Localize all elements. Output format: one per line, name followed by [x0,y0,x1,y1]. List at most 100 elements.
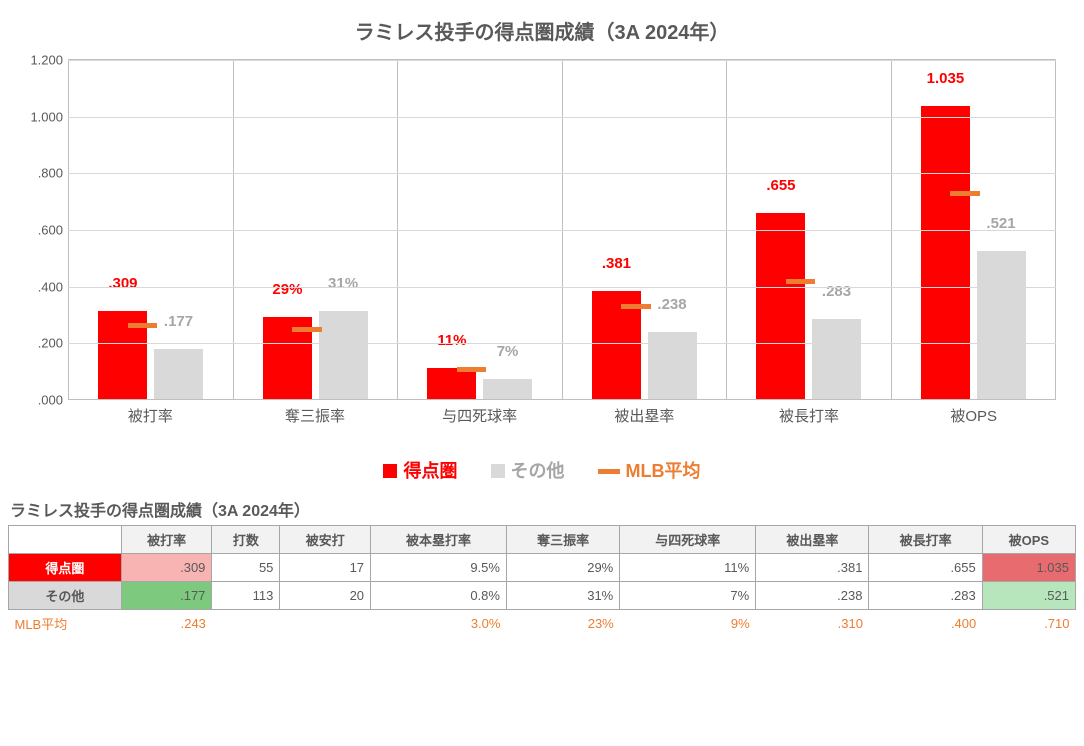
mlb-marker [621,304,650,309]
table-cell: 113 [212,582,280,610]
table-col-header: 奪三振率 [506,526,619,554]
y-tick-label: 1.200 [13,53,63,68]
table-cell: 20 [280,582,371,610]
y-tick-label: .000 [13,393,63,408]
table-cell: 55 [212,554,280,582]
table-cell: 17 [280,554,371,582]
bar-series-2 [319,311,368,399]
table-cell-mlb: .710 [982,610,1075,638]
table-col-header: 与四死球率 [620,526,756,554]
data-label-1: .309 [92,275,154,292]
legend: 得点圏 その他 MLB平均 [8,457,1076,483]
y-tick-label: .400 [13,279,63,294]
bar-series-1 [756,213,805,399]
mlb-marker [950,191,979,196]
table-cell: .238 [756,582,869,610]
legend-series-2: その他 [491,457,565,483]
gridline [68,117,1056,118]
chart-area: .309.17729%31%11%7%.381.238.655.2831.035… [68,59,1056,439]
x-axis-label: 被OPS [891,405,1056,426]
table-cell-mlb: 3.0% [371,610,507,638]
y-tick-label: .800 [13,166,63,181]
table-cell-mlb: 23% [506,610,619,638]
data-label-2: .283 [805,283,867,300]
bar-series-2 [812,319,861,399]
table-row-header: その他 [9,582,122,610]
root: ラミレス投手の得点圏成績（3A 2024年） .309.17729%31%11%… [0,0,1084,645]
table-cell: .309 [121,554,212,582]
table-cell: 1.035 [982,554,1075,582]
y-tick-label: .200 [13,336,63,351]
table-col-header: 被打率 [121,526,212,554]
table-cell: .283 [869,582,982,610]
data-label-1: 11% [421,332,483,349]
legend-series-1: 得点圏 [383,457,457,483]
table-cell: .177 [121,582,212,610]
table-row-header-mlb: MLB平均 [9,610,122,638]
table-corner [9,526,122,554]
legend-label-2: その他 [511,461,565,481]
legend-label-1: 得点圏 [403,461,457,481]
gridline [68,230,1056,231]
table-col-header: 被出塁率 [756,526,869,554]
gridline [68,60,1056,61]
bar-series-2 [648,332,697,399]
chart-title: ラミレス投手の得点圏成績（3A 2024年） [8,16,1076,45]
plot: .309.17729%31%11%7%.381.238.655.2831.035… [68,59,1056,400]
y-tick-label: .600 [13,223,63,238]
bar-series-2 [977,251,1026,399]
mlb-marker [786,279,815,284]
table-cell: 9.5% [371,554,507,582]
data-label-1: .381 [585,255,647,272]
table-row-header: 得点圏 [9,554,122,582]
y-tick-label: 1.000 [13,109,63,124]
data-label-1: .655 [750,177,812,194]
table-cell: 0.8% [371,582,507,610]
table-col-header: 被長打率 [869,526,982,554]
table-cell-mlb [212,610,280,638]
table-cell-mlb: .400 [869,610,982,638]
legend-dash-icon [598,469,620,474]
data-label-1: 29% [256,281,318,298]
legend-label-mlb: MLB平均 [626,461,701,481]
data-label-2: 31% [312,275,374,292]
table-col-header: 被本塁打率 [371,526,507,554]
legend-mlb: MLB平均 [598,457,701,483]
table-cell: 7% [620,582,756,610]
table-cell-mlb [280,610,371,638]
table-cell: .381 [756,554,869,582]
gridline [68,173,1056,174]
table-cell-mlb: .243 [121,610,212,638]
gridline [68,287,1056,288]
stats-table: 被打率打数被安打被本塁打率奪三振率与四死球率被出塁率被長打率被OPS 得点圏.30… [8,525,1076,637]
mlb-marker [457,367,486,372]
bar-series-1 [427,368,476,399]
table-cell: 31% [506,582,619,610]
legend-swatch-1 [383,464,397,478]
x-axis-label: 被打率 [68,405,233,426]
table-col-header: 打数 [212,526,280,554]
bar-series-2 [483,379,532,399]
x-axis-label: 与四死球率 [397,405,562,426]
gridline [68,343,1056,344]
mlb-marker [128,323,157,328]
table-cell: .521 [982,582,1075,610]
table-col-header: 被安打 [280,526,371,554]
table-title: ラミレス投手の得点圏成績（3A 2024年） [10,497,1074,521]
x-axis-label: 奪三振率 [233,405,398,426]
mlb-marker [292,327,321,332]
bar-series-2 [154,349,203,399]
data-label-1: 1.035 [914,70,976,87]
data-label-2: 7% [476,343,538,360]
table-cell-mlb: 9% [620,610,756,638]
table-col-header: 被OPS [982,526,1075,554]
x-axis-label: 被長打率 [727,405,892,426]
table-cell-mlb: .310 [756,610,869,638]
x-axis-labels: 被打率奪三振率与四死球率被出塁率被長打率被OPS [68,405,1056,426]
table-cell: 11% [620,554,756,582]
table-cell: .655 [869,554,982,582]
table-cell: 29% [506,554,619,582]
bar-series-1 [921,106,970,399]
x-axis-label: 被出塁率 [562,405,727,426]
legend-swatch-2 [491,464,505,478]
